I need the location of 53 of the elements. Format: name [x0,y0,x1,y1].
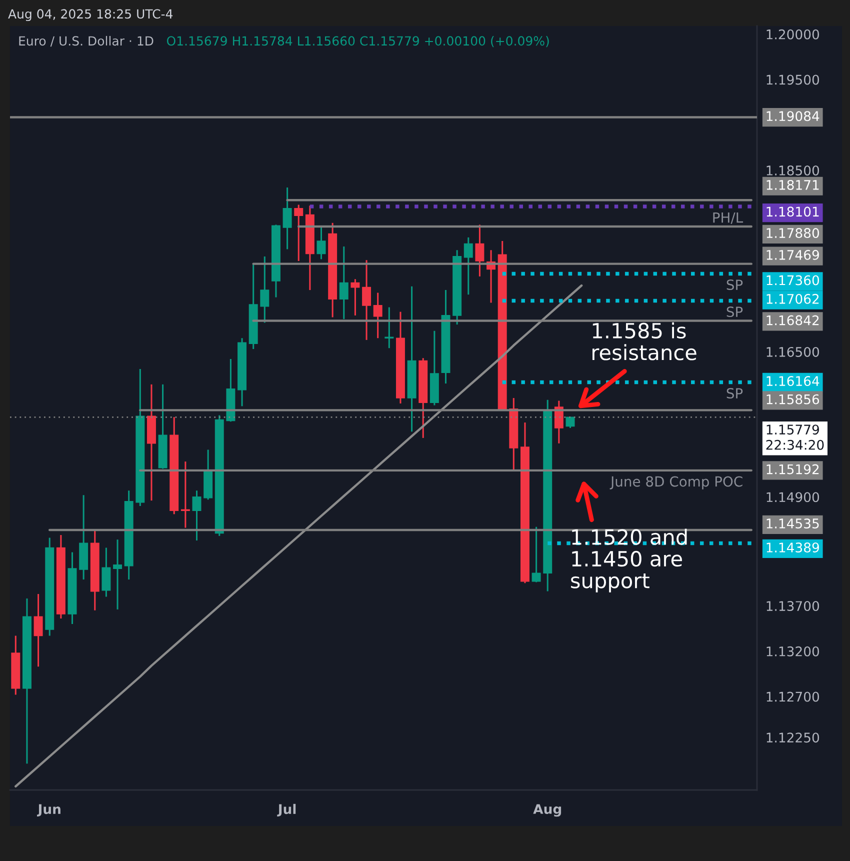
annotation: SP [726,388,743,399]
candlestick [464,236,473,296]
data-label: 1.18171 [766,180,819,190]
y-tick-label: 1.12250 [766,732,820,743]
candlestick [532,526,541,583]
candlestick [113,538,122,610]
candlestick [34,593,43,668]
annotation: PH/L [713,212,744,224]
data-label: 1.16164 [766,376,820,386]
annotation: June 8D Comp POC [610,476,742,490]
y-tick-label: 1.12700 [766,692,820,702]
legend-label: 1.15779 22:34:20 [766,424,824,450]
text: Euro / U.S. Dollar · 1D [19,36,154,47]
data-label: 1.14389 [766,542,819,552]
ref-line-label: 1.19084 [766,111,820,122]
candlestick [373,292,382,339]
y-tick-label: 1.14900 [766,492,820,502]
y-tick-label: 1.13700 [766,601,820,612]
candlestick [192,490,202,542]
annotation: SP [726,306,743,318]
candlestick [260,256,270,324]
candlestick [316,224,326,260]
candlestick [180,460,190,529]
data-label: 1.16842 [766,315,819,326]
candlestick [282,186,292,250]
data-label: 1.17880 [766,228,820,238]
data-label: 1.14535 [766,518,819,528]
candlestick [350,278,360,316]
candlestick [294,204,304,262]
annotation: 1.1520 and 1.1450 are support [571,528,687,592]
y-tick-label: 1.19500 [766,74,820,85]
x-tick-label: Aug [533,804,562,817]
data-label: 1.15856 [766,394,820,404]
y-tick-label: 1.18500 [766,165,820,176]
data-label: 1.17062 [766,294,819,304]
text: Aug 04, 2025 18:25 UTC-4 [8,9,173,22]
annotation: 1.1585 is resistance [592,322,696,360]
candlestick [362,259,372,341]
annotation: SP [726,280,743,290]
candlestick [384,306,394,349]
candlestick [475,224,484,278]
y-tick-label: 1.13200 [766,646,820,656]
x-tick-label: Jul [277,804,296,817]
text: O1.15679 H1.15784 L1.15660 C1.15779 +0.00100 (+0.09%) [166,36,549,48]
y-tick-label: 1.20000 [766,29,820,40]
x-tick-label: Jun [37,804,60,817]
data-label: 1.17469 [766,250,819,260]
data-label: 1.18101 [766,206,819,217]
data-label: 1.15192 [766,464,819,474]
y-tick-label: 1.16500 [766,346,820,357]
candlestick [339,246,348,320]
data-label: 1.17360 [766,275,820,286]
candlestick [102,546,111,598]
